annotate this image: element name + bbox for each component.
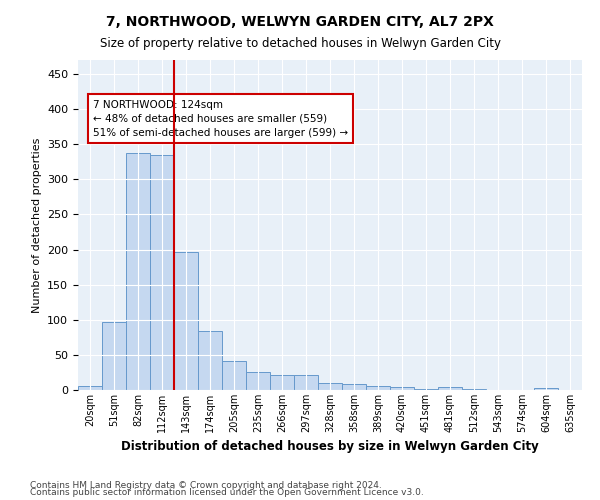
Bar (342, 384, 366, 390)
Text: Contains HM Land Registry data © Crown copyright and database right 2024.: Contains HM Land Registry data © Crown c… (30, 480, 382, 490)
Bar (102, 322, 126, 390)
Bar (438, 387, 462, 390)
X-axis label: Distribution of detached houses by size in Welwyn Garden City: Distribution of detached houses by size … (121, 440, 539, 454)
Text: Contains public sector information licensed under the Open Government Licence v3: Contains public sector information licen… (30, 488, 424, 497)
Bar (270, 374, 294, 390)
Bar (390, 387, 414, 390)
Bar (414, 388, 438, 390)
Bar (222, 360, 246, 390)
Bar (366, 386, 390, 390)
Bar (534, 388, 558, 390)
Y-axis label: Number of detached properties: Number of detached properties (32, 138, 41, 312)
Bar (198, 331, 222, 390)
Bar (78, 386, 102, 390)
Bar (294, 376, 318, 390)
Text: Size of property relative to detached houses in Welwyn Garden City: Size of property relative to detached ho… (100, 38, 500, 51)
Bar (126, 152, 150, 390)
Bar (150, 155, 174, 390)
Bar (318, 383, 342, 390)
Text: 7, NORTHWOOD, WELWYN GARDEN CITY, AL7 2PX: 7, NORTHWOOD, WELWYN GARDEN CITY, AL7 2P… (106, 15, 494, 29)
Text: 7 NORTHWOOD: 124sqm
← 48% of detached houses are smaller (559)
51% of semi-detac: 7 NORTHWOOD: 124sqm ← 48% of detached ho… (93, 100, 348, 138)
Bar (246, 372, 270, 390)
Bar (174, 252, 198, 390)
